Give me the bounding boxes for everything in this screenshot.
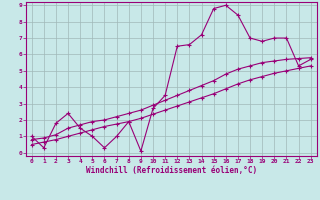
X-axis label: Windchill (Refroidissement éolien,°C): Windchill (Refroidissement éolien,°C) [86,166,257,175]
